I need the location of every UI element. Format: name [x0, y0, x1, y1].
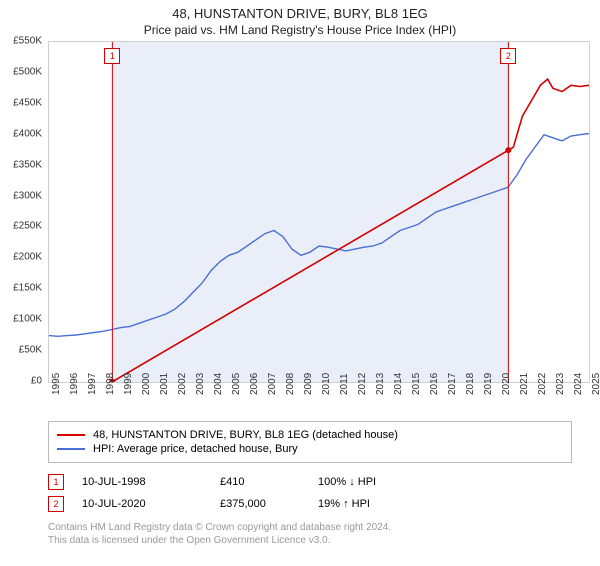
x-tick-label: 2001	[159, 373, 170, 395]
x-tick-label: 1999	[123, 373, 134, 395]
y-tick-label: £50K	[2, 345, 42, 356]
x-tick-label: 2013	[375, 373, 386, 395]
y-tick-label: £100K	[2, 314, 42, 325]
x-tick-label: 2011	[339, 373, 350, 395]
x-tick-label: 2004	[213, 373, 224, 395]
events-table: 1 10-JUL-1998 £410 100% ↓ HPI 2 10-JUL-2020 £3…	[48, 471, 572, 515]
chart-area: 12 £0£50K£100K£150K£200K£250K£300K£350K£…	[48, 41, 588, 381]
footer-line-2: This data is licensed under the Open Gov…	[48, 534, 572, 547]
legend-label: HPI: Average price, detached house, Bury	[93, 443, 298, 455]
x-tick-label: 2023	[555, 373, 566, 395]
x-tick-label: 2006	[249, 373, 260, 395]
event-price: £375,000	[220, 498, 300, 510]
legend-swatch	[57, 434, 85, 436]
plot-region: 12	[48, 41, 590, 383]
legend-label: 48, HUNSTANTON DRIVE, BURY, BL8 1EG (det…	[93, 429, 398, 441]
x-tick-label: 1997	[87, 373, 98, 395]
footer-line-1: Contains HM Land Registry data © Crown c…	[48, 521, 572, 534]
x-tick-label: 2021	[519, 373, 530, 395]
event-price: £410	[220, 476, 300, 488]
x-tick-label: 2019	[483, 373, 494, 395]
y-tick-label: £500K	[2, 66, 42, 77]
x-tick-label: 2010	[321, 373, 332, 395]
event-pct: 19% ↑ HPI	[318, 498, 408, 510]
footer-text: Contains HM Land Registry data © Crown c…	[48, 521, 572, 547]
x-tick-label: 2009	[303, 373, 314, 395]
chart-container: 48, HUNSTANTON DRIVE, BURY, BL8 1EG Pric…	[0, 6, 600, 566]
event-row-marker: 1	[48, 474, 64, 490]
event-row: 2 10-JUL-2020 £375,000 19% ↑ HPI	[48, 493, 572, 515]
x-tick-label: 1998	[105, 373, 116, 395]
event-date: 10-JUL-2020	[82, 498, 202, 510]
legend-row: HPI: Average price, detached house, Bury	[57, 442, 563, 456]
event-pct: 100% ↓ HPI	[318, 476, 408, 488]
event-marker-2: 2	[500, 48, 516, 64]
price-paid-line	[112, 79, 589, 382]
chart-lines	[49, 42, 589, 382]
event-date: 10-JUL-1998	[82, 476, 202, 488]
chart-subtitle: Price paid vs. HM Land Registry's House …	[0, 23, 600, 37]
y-tick-label: £150K	[2, 283, 42, 294]
x-tick-label: 2014	[393, 373, 404, 395]
x-tick-label: 2022	[537, 373, 548, 395]
x-tick-label: 2016	[429, 373, 440, 395]
x-tick-label: 2002	[177, 373, 188, 395]
x-tick-label: 2020	[501, 373, 512, 395]
x-tick-label: 2015	[411, 373, 422, 395]
x-tick-label: 2025	[591, 373, 600, 395]
x-tick-label: 2003	[195, 373, 206, 395]
x-tick-label: 2012	[357, 373, 368, 395]
event-row: 1 10-JUL-1998 £410 100% ↓ HPI	[48, 471, 572, 493]
y-tick-label: £450K	[2, 97, 42, 108]
x-tick-label: 1996	[69, 373, 80, 395]
y-tick-label: £350K	[2, 159, 42, 170]
y-tick-label: £400K	[2, 128, 42, 139]
legend-box: 48, HUNSTANTON DRIVE, BURY, BL8 1EG (det…	[48, 421, 572, 463]
x-tick-label: 2017	[447, 373, 458, 395]
x-tick-label: 1995	[51, 373, 62, 395]
event-marker-1: 1	[104, 48, 120, 64]
chart-title: 48, HUNSTANTON DRIVE, BURY, BL8 1EG	[0, 6, 600, 21]
legend-swatch	[57, 448, 85, 450]
y-tick-label: £250K	[2, 221, 42, 232]
x-tick-label: 2000	[141, 373, 152, 395]
y-tick-label: £550K	[2, 36, 42, 47]
y-tick-label: £300K	[2, 190, 42, 201]
legend-row: 48, HUNSTANTON DRIVE, BURY, BL8 1EG (det…	[57, 428, 563, 442]
y-tick-label: £200K	[2, 252, 42, 263]
x-tick-label: 2024	[573, 373, 584, 395]
x-tick-label: 2007	[267, 373, 278, 395]
event-row-marker: 2	[48, 496, 64, 512]
y-tick-label: £0	[2, 376, 42, 387]
event-dot	[505, 147, 511, 153]
x-tick-label: 2005	[231, 373, 242, 395]
x-tick-label: 2008	[285, 373, 296, 395]
x-tick-label: 2018	[465, 373, 476, 395]
